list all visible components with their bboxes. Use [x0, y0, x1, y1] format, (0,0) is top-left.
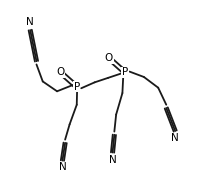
Text: O: O — [56, 67, 65, 78]
Text: P: P — [74, 82, 80, 92]
Text: N: N — [26, 17, 34, 27]
Text: P: P — [122, 67, 128, 78]
Text: N: N — [171, 133, 179, 143]
Text: O: O — [105, 53, 113, 63]
Text: N: N — [109, 155, 116, 165]
Text: N: N — [59, 162, 66, 172]
